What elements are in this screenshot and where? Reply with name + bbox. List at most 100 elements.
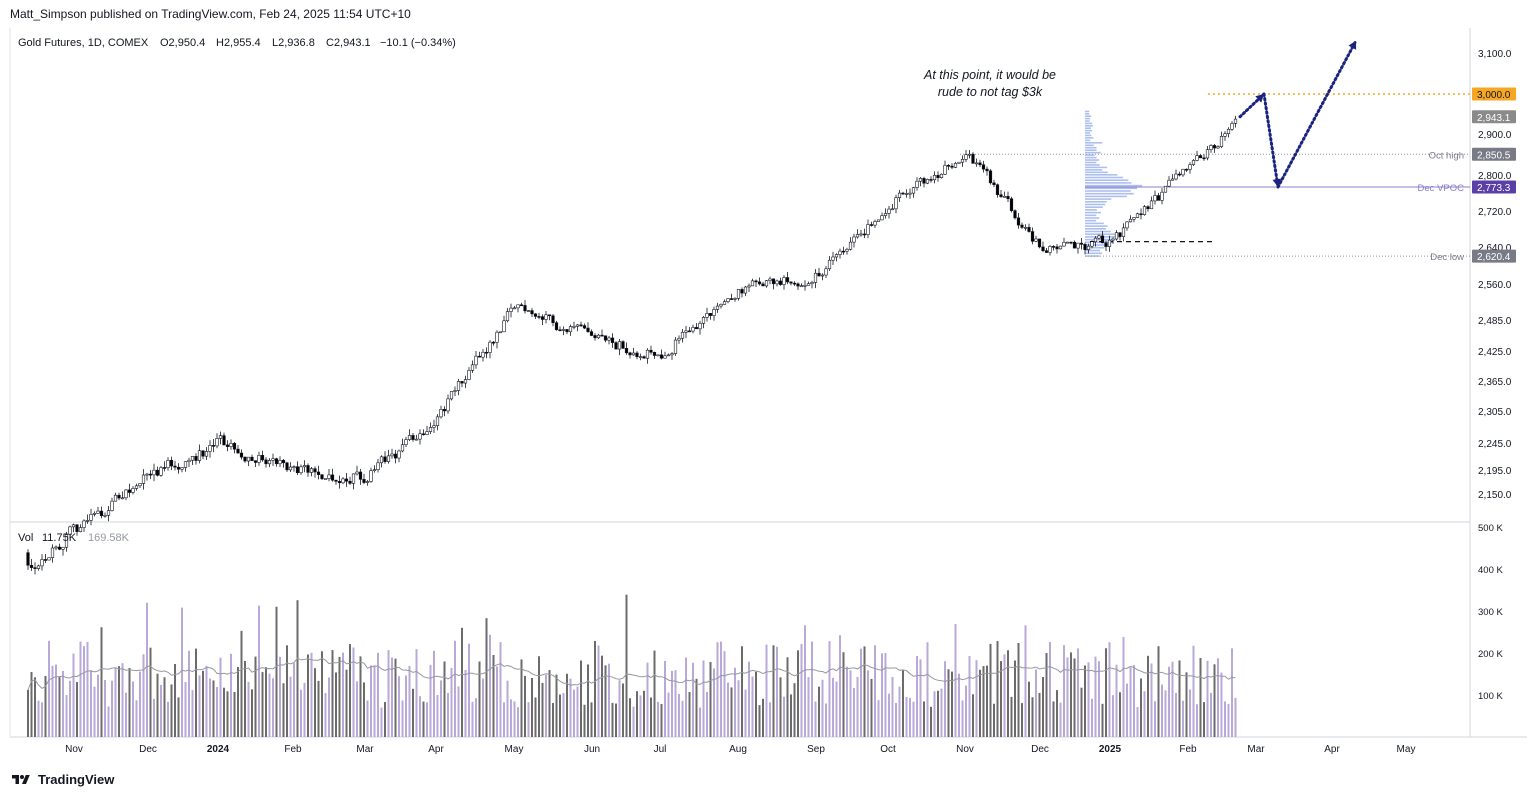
volume-profile-bar bbox=[1085, 154, 1095, 156]
candle-body bbox=[148, 473, 153, 476]
candle-body bbox=[502, 320, 506, 333]
candle-body bbox=[120, 497, 125, 500]
volume-bar bbox=[660, 703, 663, 737]
candle-body bbox=[1188, 164, 1192, 170]
volume-bar bbox=[489, 634, 491, 737]
price-axis[interactable]: 3,100.0 2,900.0 2,800.0 2,720.0 2,640.0 2,560… bbox=[1478, 49, 1512, 501]
candle-body bbox=[453, 390, 457, 392]
volume-profile-bar bbox=[1085, 125, 1093, 127]
candle-body bbox=[302, 465, 307, 468]
time-axis[interactable]: Nov Dec 2024 Feb Mar Apr May Jun Jul Aug Sep Oct Nov… bbox=[65, 744, 1415, 755]
candle-body bbox=[225, 444, 230, 447]
candle-body bbox=[113, 494, 118, 502]
volume-bar bbox=[37, 700, 40, 737]
volume-profile-bar bbox=[1085, 174, 1118, 176]
volume-bar bbox=[468, 643, 470, 737]
candle-body bbox=[537, 316, 541, 318]
candle-body bbox=[1020, 224, 1024, 228]
candle-body bbox=[236, 448, 240, 454]
candle-body bbox=[341, 478, 345, 484]
price-tick-label: 2,900.0 bbox=[1478, 130, 1512, 141]
volume-bar bbox=[426, 702, 428, 737]
volume-bar bbox=[314, 668, 316, 737]
volume-bar bbox=[1185, 672, 1188, 737]
candle-body bbox=[138, 483, 142, 487]
candle-body bbox=[572, 325, 576, 328]
candle-body bbox=[1023, 227, 1028, 229]
candle-body bbox=[1030, 231, 1035, 242]
candle-body bbox=[610, 337, 615, 343]
volume-bar bbox=[1049, 641, 1051, 737]
volume-profile-bar bbox=[1085, 246, 1105, 249]
volume-tick-label: 200 K bbox=[1478, 649, 1503, 660]
candle-body bbox=[981, 164, 986, 170]
volume-bar bbox=[1042, 676, 1044, 737]
projection-arrow-segment bbox=[1276, 39, 1358, 189]
candle-body bbox=[194, 456, 198, 461]
candle-body bbox=[334, 479, 338, 482]
footer[interactable]: TradingView bbox=[10, 772, 114, 787]
volume-bar bbox=[310, 652, 313, 737]
candle-body bbox=[670, 353, 674, 356]
candle-body bbox=[1170, 178, 1175, 181]
volume-bar bbox=[104, 680, 106, 737]
volume-bar bbox=[226, 691, 229, 737]
volume-bar bbox=[454, 640, 456, 737]
candle-body bbox=[117, 494, 121, 499]
candle-body bbox=[785, 277, 790, 283]
candle-body bbox=[327, 474, 331, 479]
candle-body bbox=[1135, 213, 1140, 218]
candle-body bbox=[1177, 173, 1182, 176]
candle-body bbox=[435, 416, 440, 426]
candle-body bbox=[211, 445, 216, 447]
volume-bar bbox=[618, 680, 621, 737]
volume-bar bbox=[860, 648, 862, 737]
candle-body bbox=[936, 175, 940, 178]
annotation-line-1: At this point, it would be bbox=[923, 68, 1056, 82]
candle-body bbox=[285, 462, 289, 471]
volume-bar bbox=[205, 665, 208, 737]
candle-body bbox=[215, 438, 219, 447]
candle-body bbox=[232, 443, 237, 450]
candle-body bbox=[313, 468, 317, 473]
volume-bar bbox=[1080, 687, 1083, 737]
volume-bar bbox=[814, 701, 817, 737]
volume-bar bbox=[289, 676, 292, 737]
vol-legend-title: Vol bbox=[18, 532, 33, 544]
volume-bar bbox=[377, 652, 379, 737]
candle-body bbox=[845, 248, 849, 252]
time-tick-label: Feb bbox=[284, 744, 302, 755]
volume-bar bbox=[391, 657, 393, 737]
candle-body bbox=[57, 546, 62, 550]
candle-body bbox=[820, 274, 825, 277]
level-name-label: Oct high bbox=[1429, 150, 1464, 161]
candle-body bbox=[64, 534, 69, 548]
volume-bar bbox=[513, 701, 516, 737]
candle-body bbox=[663, 355, 667, 359]
volume-profile-bar bbox=[1085, 192, 1134, 195]
candle-body bbox=[323, 478, 328, 480]
volume-profile bbox=[1085, 110, 1143, 257]
candle-body bbox=[551, 315, 555, 323]
volume-bar bbox=[590, 702, 593, 737]
volume-bar bbox=[1105, 648, 1107, 737]
volume-bar bbox=[898, 686, 901, 737]
volume-bar bbox=[818, 686, 820, 737]
volume-bar bbox=[1112, 695, 1114, 737]
volume-profile-bar bbox=[1085, 171, 1108, 174]
candle-body bbox=[379, 456, 384, 464]
volume-bar bbox=[167, 701, 169, 737]
volume-axis[interactable]: 500 K 400 K 300 K 200 K 100 K bbox=[1478, 523, 1503, 702]
volume-bar bbox=[405, 675, 407, 737]
volume-bar bbox=[170, 684, 173, 737]
candle-body bbox=[943, 165, 947, 175]
volume-bar bbox=[667, 692, 670, 737]
candle-body bbox=[418, 433, 422, 440]
volume-bar bbox=[534, 697, 537, 737]
candle-body bbox=[873, 221, 877, 226]
candle-body bbox=[803, 285, 807, 287]
candle-body bbox=[866, 224, 870, 235]
candle-body bbox=[939, 173, 944, 178]
volume-bar bbox=[870, 678, 873, 737]
